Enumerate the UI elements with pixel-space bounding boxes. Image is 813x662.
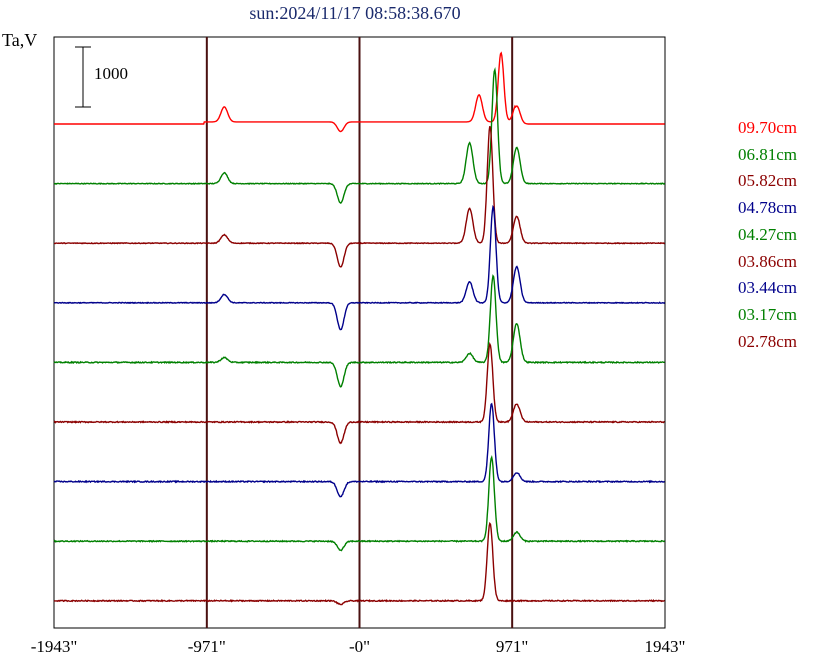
legend-entry: 05.82cm [738, 171, 798, 191]
x-tick-label: -971" [187, 637, 226, 656]
series-line-03.44cm [53, 402, 665, 498]
legend-entry: 03.86cm [738, 251, 798, 271]
series-line-06.81cm [53, 67, 666, 205]
x-tick-label: -1943" [30, 637, 78, 656]
x-tick-label: 1943" [644, 637, 686, 656]
series-line-03.17cm [53, 454, 666, 552]
legend-entry: 04.27cm [738, 224, 798, 244]
y-axis-label: Ta,V [2, 30, 38, 50]
legend-entry: 02.78cm [738, 331, 798, 351]
legend-entry: 06.81cm [738, 144, 798, 164]
series-line-04.27cm [53, 274, 665, 388]
series-line-04.78cm [53, 204, 666, 331]
chart-title: sun:2024/11/17 08:58:38.670 [249, 3, 461, 23]
series-line-09.70cm [54, 51, 665, 133]
legend-entry: 04.78cm [738, 198, 798, 218]
x-tick-label: -0" [348, 637, 371, 656]
series-line-03.86cm [53, 341, 665, 445]
legend-entry: 09.70cm [738, 118, 798, 137]
series-line-02.78cm [53, 521, 666, 606]
series-line-05.82cm [54, 125, 666, 268]
legend-entry: 03.17cm [738, 304, 798, 324]
legend-entry: 03.44cm [738, 278, 798, 298]
scale-bar-label: 1000 [94, 64, 128, 83]
x-tick-label: 971" [495, 637, 529, 656]
